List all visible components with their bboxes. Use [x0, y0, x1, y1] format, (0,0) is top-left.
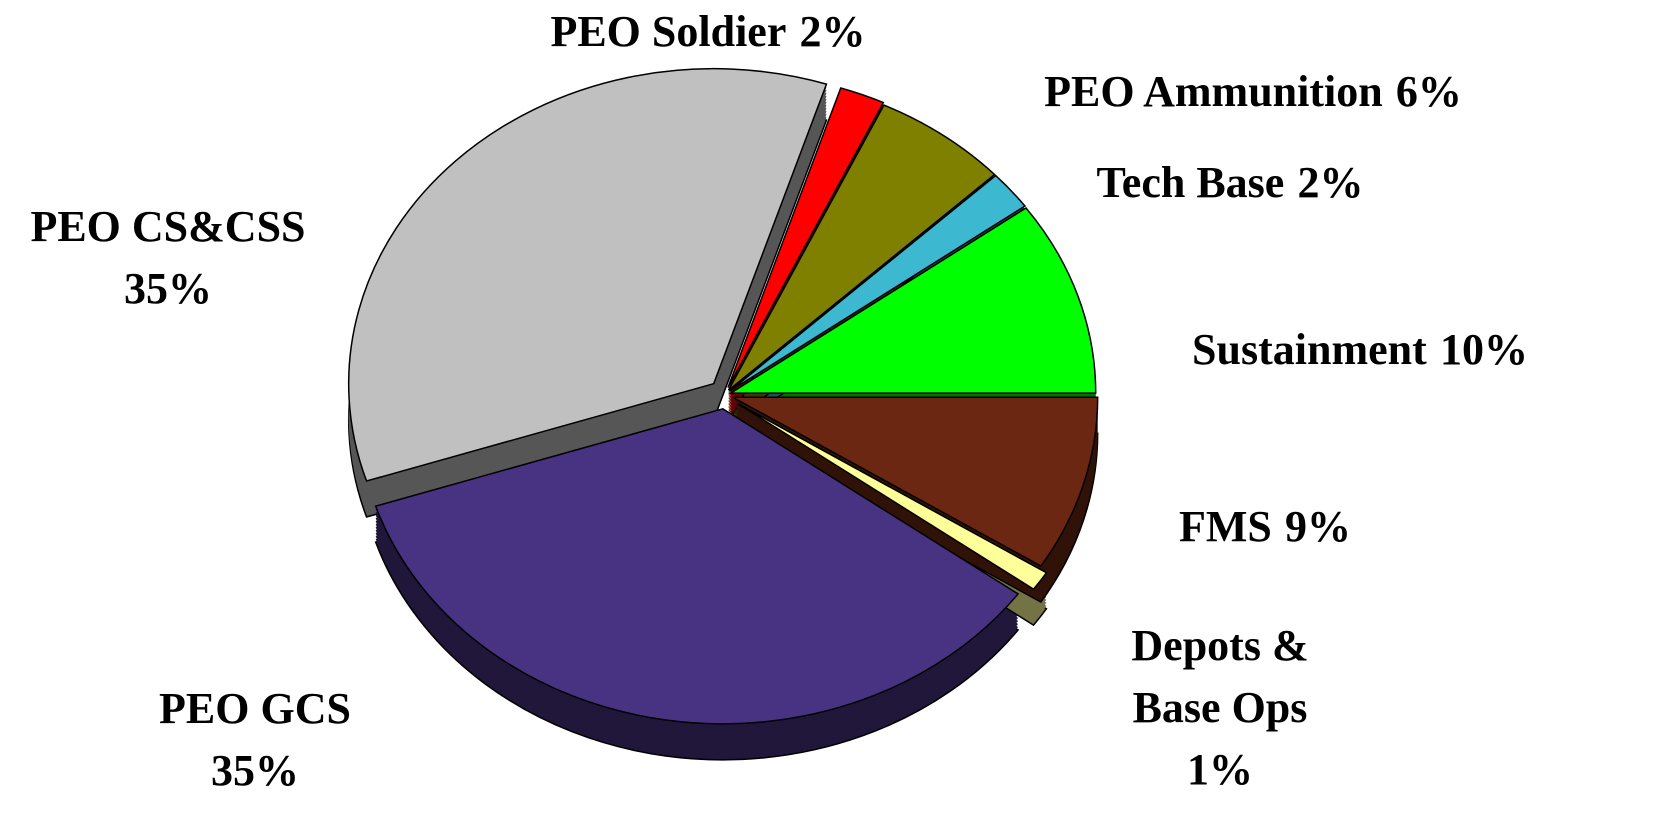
value-label: 2% — [1297, 158, 1364, 207]
slice-label: PEO GCS 35% — [105, 678, 405, 802]
pie-slice — [737, 403, 1048, 591]
category-label: Tech Base — [1096, 158, 1285, 207]
slice-tops — [347, 67, 1099, 725]
category-label: PEO GCS — [159, 684, 351, 733]
category-label: FMS — [1178, 502, 1272, 551]
pie-slice — [728, 207, 1097, 394]
slice-label: Sustainment 10% — [1150, 319, 1570, 381]
pie-slice — [347, 67, 828, 482]
pie-slice — [727, 104, 996, 391]
value-label: 35% — [211, 746, 299, 795]
pie-slice — [729, 174, 1027, 392]
slice-label: PEO Soldier 2% — [508, 1, 908, 63]
value-label: 35% — [124, 264, 212, 313]
slice-label: Depots & Base Ops 1% — [1105, 615, 1335, 801]
category-label: Sustainment — [1192, 325, 1427, 374]
slice-label: FMS 9% — [1135, 496, 1395, 558]
category-label: PEO Soldier — [550, 7, 787, 56]
pie-slice — [374, 408, 1020, 725]
slice-label: Tech Base 2% — [1050, 152, 1410, 214]
value-label: 2% — [799, 7, 866, 56]
value-label: 10% — [1439, 325, 1528, 374]
value-label: 6% — [1395, 67, 1462, 116]
category-label: PEO CS&CSS — [30, 202, 306, 251]
category-label: Depots & Base Ops — [1131, 621, 1309, 732]
value-label: 9% — [1285, 502, 1352, 551]
slice-label: PEO Ammunition 6% — [993, 61, 1513, 123]
category-label: PEO Ammunition — [1044, 67, 1383, 116]
slice-label: PEO CS&CSS 35% — [3, 196, 333, 320]
value-label: 1% — [1187, 745, 1253, 794]
pie-slice — [732, 396, 1099, 567]
pie-slice — [727, 87, 885, 388]
